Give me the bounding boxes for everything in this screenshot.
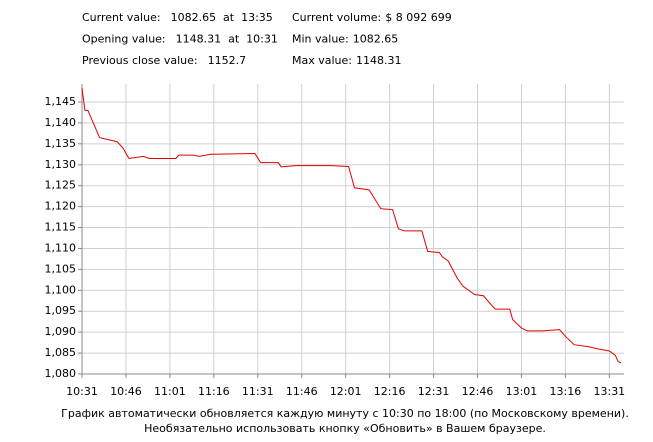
y-tick-label: 1,085 <box>45 346 77 359</box>
info-label: Opening value: <box>82 33 166 46</box>
y-tick-label: 1,100 <box>45 283 77 296</box>
info-label: Previous close value: <box>82 54 198 67</box>
y-tick-label: 1,115 <box>45 221 77 234</box>
info-value: $ 8 092 699 <box>385 11 451 24</box>
x-tick-label: 11:46 <box>286 385 318 398</box>
x-tick-label: 11:31 <box>242 385 274 398</box>
x-tick-label: 12:31 <box>418 385 450 398</box>
footer-note: Необязательно использовать кнопку «Обнов… <box>144 422 546 435</box>
info-value: 1152.7 <box>208 54 247 67</box>
price-line <box>81 88 622 364</box>
y-tick-label: 1,105 <box>45 262 77 275</box>
x-tick-label: 13:31 <box>593 385 625 398</box>
y-tick-label: 1,090 <box>45 325 77 338</box>
info-label: Min value: <box>292 33 349 46</box>
y-tick-label: 1,095 <box>45 304 77 317</box>
x-tick-label: 10:46 <box>110 385 142 398</box>
x-tick-label: 12:46 <box>462 385 494 398</box>
info-label: Current value: <box>82 11 161 24</box>
info-value: 1148.31 at 10:31 <box>176 33 278 46</box>
info-label: Max value: <box>292 54 352 67</box>
x-tick-label: 13:01 <box>506 385 538 398</box>
x-tick-label: 13:16 <box>550 385 582 398</box>
y-tick-label: 1,110 <box>45 241 77 254</box>
y-tick-label: 1,125 <box>45 179 77 192</box>
x-tick-label: 11:01 <box>154 385 186 398</box>
footer-note: График автоматически обновляется каждую … <box>61 407 629 420</box>
y-tick-label: 1,080 <box>45 367 77 380</box>
x-tick-label: 11:16 <box>198 385 230 398</box>
x-tick-label: 12:16 <box>374 385 406 398</box>
info-value: 1082.65 at 13:35 <box>171 11 273 24</box>
info-value: 1082.65 <box>353 33 399 46</box>
y-tick-label: 1,130 <box>45 158 77 171</box>
info-value: 1148.31 <box>356 54 402 67</box>
x-tick-label: 12:01 <box>330 385 362 398</box>
y-tick-label: 1,120 <box>45 200 77 213</box>
info-label: Current volume: <box>292 11 381 24</box>
y-tick-label: 1,135 <box>45 137 77 150</box>
y-tick-label: 1,140 <box>45 116 77 129</box>
y-tick-label: 1,145 <box>45 95 77 108</box>
x-tick-label: 10:31 <box>66 385 98 398</box>
